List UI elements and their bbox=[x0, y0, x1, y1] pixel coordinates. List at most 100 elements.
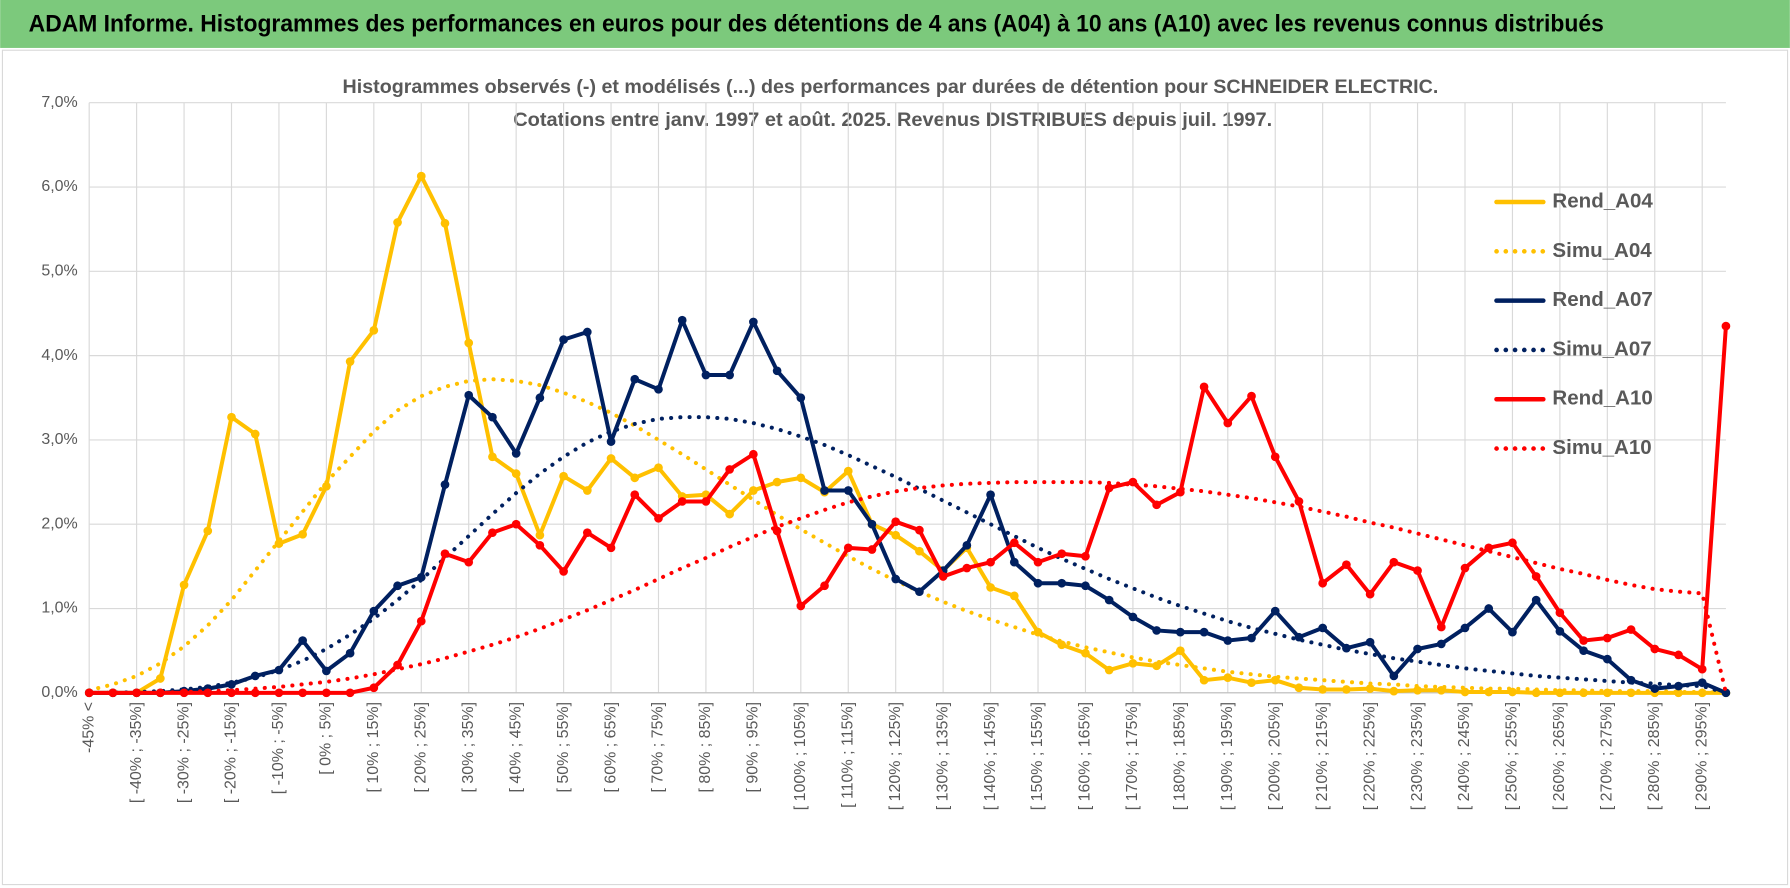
x-tick-label: [ 0% ; 5%] bbox=[318, 702, 335, 775]
data-point bbox=[796, 473, 806, 483]
data-point bbox=[464, 390, 474, 400]
x-tick-label: [ 170% ; 175%] bbox=[1124, 702, 1141, 810]
data-point bbox=[1009, 557, 1019, 567]
data-point bbox=[1057, 578, 1067, 588]
x-tick-label: [ 200% ; 205%] bbox=[1266, 702, 1283, 810]
x-tick-label: [ -20% ; -15%] bbox=[223, 702, 240, 803]
x-tick-label: [ 180% ; 185%] bbox=[1172, 702, 1189, 810]
data-point bbox=[1176, 646, 1185, 656]
data-point bbox=[1152, 626, 1161, 635]
data-point bbox=[1247, 391, 1256, 401]
data-point bbox=[1413, 566, 1422, 575]
data-point bbox=[156, 674, 165, 683]
series-line bbox=[87, 174, 1728, 695]
data-point bbox=[606, 437, 616, 446]
data-point bbox=[1365, 637, 1375, 647]
data-point bbox=[1674, 650, 1683, 660]
data-point bbox=[1721, 321, 1731, 331]
data-point bbox=[986, 583, 995, 592]
data-point bbox=[1389, 686, 1399, 696]
data-point bbox=[1531, 595, 1541, 605]
data-point bbox=[1342, 560, 1351, 570]
data-point bbox=[440, 480, 450, 489]
x-tick-label: [ 220% ; 225%] bbox=[1361, 702, 1378, 810]
x-tick-label: [ -10% ; -5%] bbox=[270, 702, 287, 794]
x-tick-label: [ 130% ; 135%] bbox=[934, 702, 951, 810]
data-point bbox=[1128, 658, 1138, 668]
x-tick-label: [ 70% ; 75%] bbox=[650, 702, 667, 793]
data-point bbox=[630, 490, 640, 500]
data-point bbox=[1413, 644, 1422, 654]
data-point bbox=[1009, 591, 1019, 601]
data-point bbox=[582, 486, 592, 495]
data-point bbox=[203, 526, 213, 536]
data-point bbox=[1650, 684, 1660, 693]
data-point bbox=[1223, 418, 1233, 428]
data-point bbox=[677, 315, 687, 325]
data-point bbox=[1365, 684, 1375, 693]
data-point bbox=[915, 546, 924, 556]
data-point bbox=[393, 660, 402, 670]
data-point bbox=[962, 563, 972, 573]
series-line bbox=[87, 480, 1728, 695]
data-point bbox=[488, 452, 497, 462]
data-point bbox=[559, 335, 568, 344]
data-point bbox=[1318, 578, 1328, 588]
x-tick-label: [ 80% ; 85%] bbox=[697, 702, 714, 793]
data-point bbox=[416, 171, 426, 181]
legend-label: Rend_A04 bbox=[1552, 189, 1653, 212]
data-point bbox=[725, 465, 734, 474]
data-point bbox=[535, 540, 545, 550]
data-point bbox=[464, 338, 474, 348]
data-point bbox=[1294, 683, 1304, 693]
x-tick-label: [ 20% ; 25%] bbox=[412, 702, 429, 793]
data-point bbox=[1104, 483, 1114, 493]
data-point bbox=[1247, 633, 1256, 643]
data-point bbox=[250, 688, 260, 698]
data-point bbox=[1650, 644, 1660, 654]
x-tick-label: [ 120% ; 125%] bbox=[887, 702, 904, 810]
data-point bbox=[1436, 622, 1446, 632]
data-point bbox=[393, 581, 402, 591]
series-line bbox=[87, 324, 1728, 695]
data-point bbox=[250, 429, 260, 439]
data-point bbox=[416, 616, 426, 626]
y-tick-label: 5,0% bbox=[41, 263, 77, 280]
y-tick-label: 7,0% bbox=[41, 94, 77, 111]
data-point bbox=[1318, 623, 1328, 633]
data-point bbox=[701, 497, 711, 506]
data-point bbox=[725, 509, 734, 519]
data-point bbox=[298, 636, 308, 645]
x-tick-label: [ 210% ; 215%] bbox=[1314, 702, 1331, 810]
data-point bbox=[369, 683, 379, 693]
data-point bbox=[227, 412, 236, 422]
x-tick-label: [ 40% ; 45%] bbox=[507, 702, 524, 793]
data-point bbox=[986, 557, 995, 567]
data-point bbox=[606, 543, 616, 553]
data-point bbox=[1318, 685, 1328, 694]
data-point bbox=[1294, 497, 1304, 506]
data-point bbox=[1460, 623, 1470, 633]
data-point bbox=[1199, 675, 1209, 685]
banner bbox=[0, 0, 1790, 48]
data-point bbox=[1009, 538, 1019, 548]
data-point bbox=[1460, 563, 1470, 573]
data-point bbox=[1508, 538, 1517, 548]
data-point bbox=[464, 557, 474, 567]
y-tick-label: 1,0% bbox=[41, 600, 77, 617]
data-point bbox=[1057, 549, 1067, 559]
data-point bbox=[1365, 589, 1375, 599]
data-point bbox=[1413, 685, 1422, 695]
data-point bbox=[1152, 500, 1161, 510]
x-tick-label: [ 10% ; 15%] bbox=[365, 702, 382, 793]
data-point bbox=[1697, 678, 1707, 688]
data-point bbox=[1436, 639, 1446, 649]
data-point bbox=[369, 606, 379, 616]
data-point bbox=[440, 218, 450, 228]
data-point bbox=[274, 539, 284, 548]
y-tick-label: 6,0% bbox=[41, 178, 77, 195]
data-point bbox=[654, 463, 663, 473]
data-point bbox=[1555, 608, 1565, 618]
